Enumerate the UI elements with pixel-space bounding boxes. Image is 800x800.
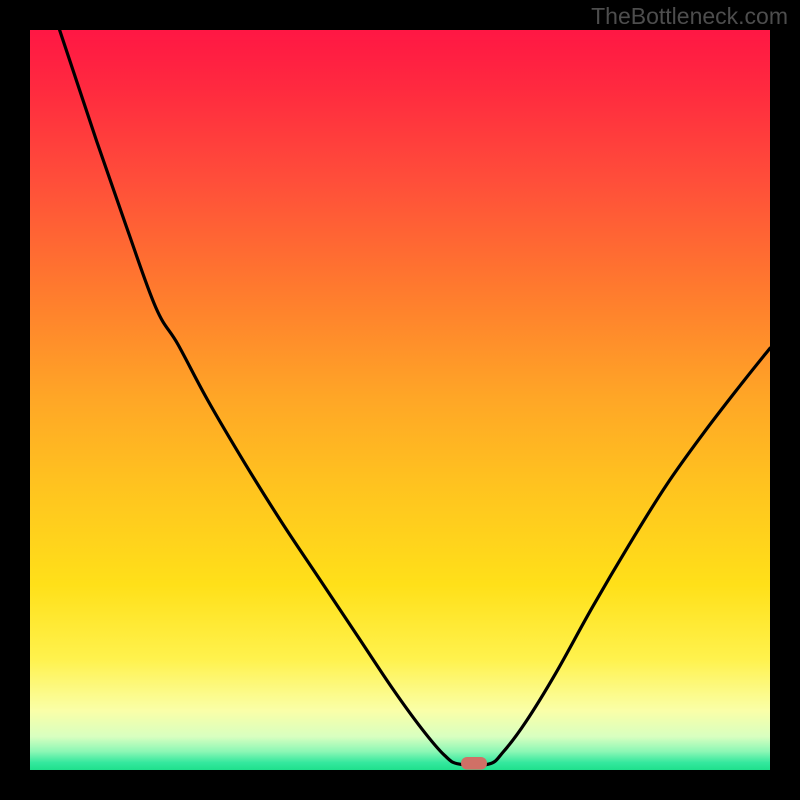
bottleneck-chart (0, 0, 800, 800)
plot-background (30, 30, 770, 770)
watermark-text: TheBottleneck.com (591, 3, 788, 30)
frame-right (770, 0, 800, 800)
min-marker (461, 757, 487, 770)
frame-left (0, 0, 30, 800)
frame-bottom (0, 770, 800, 800)
